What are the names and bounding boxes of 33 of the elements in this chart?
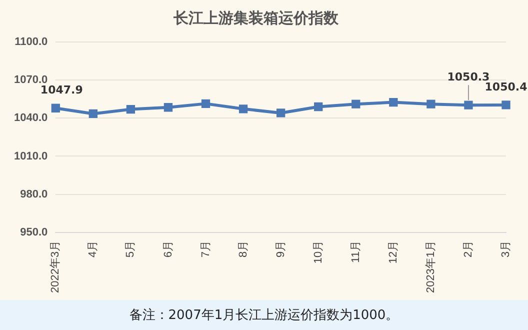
x-tick-label: 2023年1月 [424,240,437,294]
x-tick-label: 12月 [387,240,400,264]
x-tick-label: 3月 [500,240,512,258]
point [389,98,398,107]
point [126,104,136,114]
x-tick-label: 10月 [312,240,324,264]
point [464,100,473,110]
chart-title: 长江上游集装箱运价指数 [172,8,340,27]
x-tick-label: 4月 [87,240,100,258]
point [426,100,436,108]
point [164,103,173,112]
point [314,102,323,112]
point [276,108,286,118]
y-tick-label: 950.0 [20,226,48,238]
x-tick-label: 8月 [237,240,250,258]
point [502,100,510,110]
point [88,109,98,118]
x-tick-label: 2022年3月 [50,240,62,294]
point [238,104,248,114]
x-tick-label: 6月 [162,240,174,258]
x-tick-label: 7月 [200,240,212,258]
x-tick-label: 11月 [350,240,362,263]
x-tick-label: 9月 [274,240,287,258]
x-tick-label: 2月 [462,240,474,258]
y-tick-label: 1040.0 [14,112,48,124]
x-tick-label: 5月 [124,240,137,258]
point [201,99,210,108]
point [352,100,360,108]
y-tick-label: 1100.0 [14,36,48,48]
point [51,104,60,112]
y-tick-label: 980.0 [20,188,48,200]
text: 备注：2007年1月长江上游运价指数为1000。 [0,300,528,330]
y-tick-label: 1010.0 [14,150,48,162]
